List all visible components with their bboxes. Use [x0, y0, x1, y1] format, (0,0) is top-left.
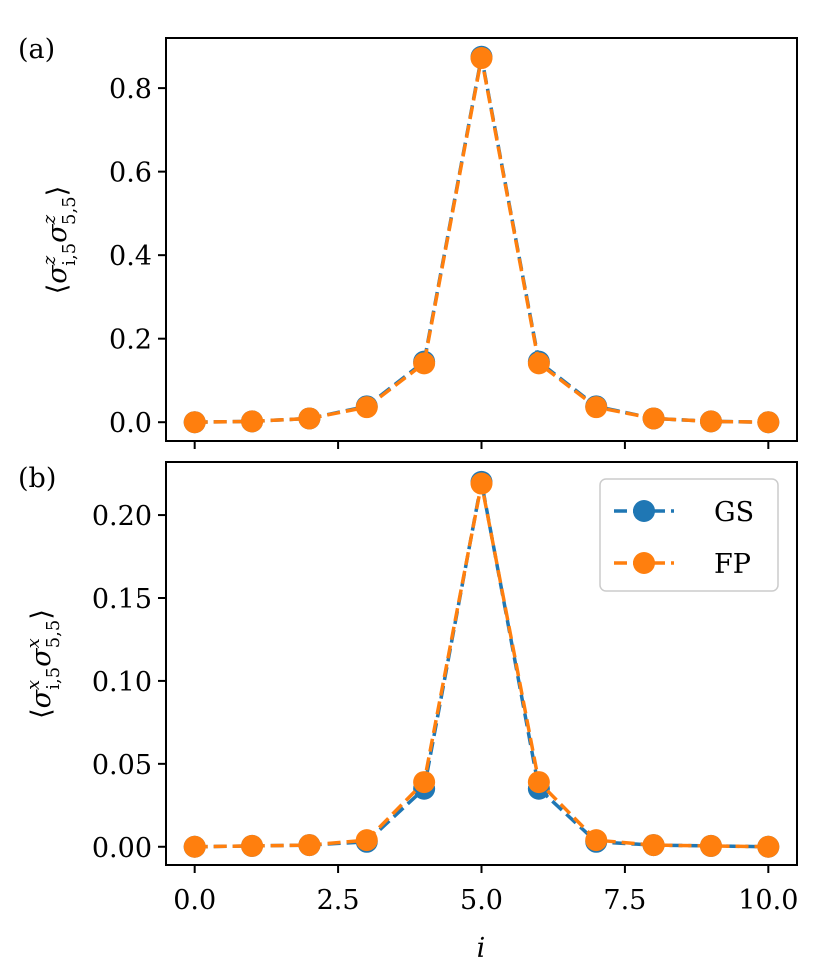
ylabel-a-sigma2: σ [42, 223, 73, 243]
ylabel-a-open: ⟨ [42, 284, 73, 295]
panel-b-x-ticks: 0.0 2.5 5.0 7.5 10.0 [173, 865, 798, 916]
panel-a-series [183, 45, 780, 434]
ylabel-a-sigma1: σ [42, 264, 73, 284]
ylabel-a-sub1: i,5 [59, 243, 80, 266]
legend-box [599, 478, 779, 592]
legend-gs-label: GS [714, 497, 754, 528]
ytick-label-b-2: 0.10 [92, 667, 152, 698]
ytick-label-a-1: 0.2 [109, 325, 152, 356]
panel-a-label: (a) [18, 34, 55, 65]
panel-b: (b) 0.00 0.05 0.10 0.15 0.20 0.0 2.5 5.0 7.5 10.… [18, 461, 798, 916]
ylabel-b-sup1: x [23, 680, 44, 690]
ylabel-b-close: ⟩ [26, 609, 57, 620]
ytick-label-a-0: 0.0 [109, 408, 152, 439]
ytick-label-b-1: 0.05 [92, 750, 152, 781]
point-fp-b-7 [585, 829, 608, 852]
panel-a: (a) 0.00.20.40.60.8 ⟨σzi,5σz5,5⟩ [18, 34, 798, 449]
ytick-label-a-2: 0.4 [109, 241, 152, 272]
ylabel-b-sub1: i,5 [43, 667, 64, 690]
point-fp-a-8 [642, 407, 665, 430]
svg-text:⟨σxi,5σx5,5⟩: ⟨σxi,5σx5,5⟩ [23, 609, 64, 719]
ytick-label-b-4: 0.20 [92, 501, 152, 532]
point-fp-b-3 [355, 829, 378, 852]
point-fp-a-10 [757, 411, 780, 434]
point-fp-a-4 [413, 352, 436, 375]
point-fp-a-7 [585, 396, 608, 419]
point-fp-a-0 [183, 411, 206, 434]
point-fp-a-6 [527, 352, 550, 375]
xtick-label-b-1: 2.5 [317, 885, 360, 916]
panel-a-ylabel: ⟨σzi,5σz5,5⟩ [39, 186, 80, 295]
ylabel-b-sigma2: σ [26, 647, 57, 667]
ylabel-a-sub2: 5,5 [59, 196, 80, 225]
xtick-label-b-4: 10.0 [738, 885, 798, 916]
point-fp-a-2 [298, 407, 321, 430]
point-fp-a-5 [470, 47, 493, 70]
point-fp-b-6 [527, 771, 550, 794]
ylabel-a-sup1: z [39, 255, 60, 266]
x-axis-label: i [477, 933, 486, 964]
ylabel-b-sigma1: σ [26, 688, 57, 708]
panel-b-ylabel: ⟨σxi,5σx5,5⟩ [23, 609, 64, 719]
ytick-label-a-4: 0.8 [109, 74, 152, 105]
panel-b-label: (b) [18, 463, 56, 494]
point-fp-a-1 [241, 410, 264, 433]
xtick-label-b-2: 5.0 [460, 885, 503, 916]
panel-a-y-ticks: 0.0 0.2 0.4 0.6 0.8 [109, 74, 166, 439]
xtick-label-b-3: 7.5 [603, 885, 646, 916]
point-fp-b-9 [699, 834, 722, 857]
svg-text:⟨σzi,5σz5,5⟩: ⟨σzi,5σz5,5⟩ [39, 186, 80, 295]
ylabel-b-open: ⟨ [26, 708, 57, 719]
panel-b-series [183, 470, 780, 858]
xtick-label-b-0: 0.0 [173, 885, 216, 916]
point-fp-b-8 [642, 834, 665, 857]
panel-b-frame [165, 461, 798, 866]
ytick-label-b-3: 0.15 [92, 584, 152, 615]
ylabel-b-sub2: 5,5 [43, 620, 64, 649]
legend: GS FP [599, 478, 779, 592]
ylabel-b-sup2: x [23, 638, 44, 648]
point-fp-b-1 [241, 834, 264, 857]
point-fp-b-2 [298, 834, 321, 857]
point-fp-a-3 [355, 396, 378, 419]
panel-a-x-ticks [193, 441, 770, 449]
panel-a-frame [165, 37, 798, 442]
ytick-label-b-0: 0.00 [92, 833, 152, 864]
ytick-label-a-3: 0.6 [109, 158, 152, 189]
legend-gs-marker [633, 500, 655, 522]
point-fp-b-10 [757, 835, 780, 858]
panel-b-y-ticks: 0.00 0.05 0.10 0.15 0.20 [92, 501, 166, 864]
point-fp-b-0 [183, 835, 206, 858]
legend-fp-label: FP [714, 549, 751, 580]
ylabel-a-close: ⟩ [42, 186, 73, 197]
ylabel-a-sup2: z [39, 214, 60, 225]
legend-entry-fp: FP [614, 549, 751, 580]
point-fp-b-5 [470, 472, 493, 495]
legend-fp-marker [633, 552, 655, 574]
point-fp-a-9 [699, 410, 722, 433]
legend-entry-gs: GS [614, 497, 754, 528]
point-fp-b-4 [413, 771, 436, 794]
